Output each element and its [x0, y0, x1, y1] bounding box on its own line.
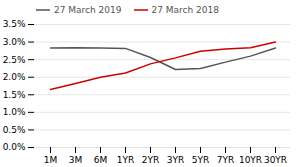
svg-text:7YR: 7YR [217, 155, 234, 165]
svg-text:1M: 1M [44, 155, 58, 165]
svg-text:2.0%: 2.0% [3, 72, 26, 82]
svg-text:0.0%: 0.0% [3, 142, 26, 152]
svg-text:1.0%: 1.0% [3, 107, 26, 117]
svg-text:2.5%: 2.5% [3, 55, 26, 65]
svg-text:30YR: 30YR [264, 155, 287, 165]
html-text:27 March 2018: 27 March 2018 [151, 4, 219, 15]
svg-text:3.5%: 3.5% [3, 19, 26, 29]
svg-text:2YR: 2YR [142, 155, 159, 165]
svg-text:0.5%: 0.5% [3, 125, 26, 135]
svg-text:3YR: 3YR [167, 155, 184, 165]
html-text:27 March 2019: 27 March 2019 [54, 4, 122, 15]
svg-text:5YR: 5YR [192, 155, 209, 165]
svg-text:1YR: 1YR [117, 155, 134, 165]
svg-text:3.0%: 3.0% [3, 37, 26, 47]
svg-text:3M: 3M [69, 155, 83, 165]
svg-text:1.5%: 1.5% [3, 90, 26, 100]
svg-text:10YR: 10YR [239, 155, 262, 165]
svg-text:6M: 6M [94, 155, 108, 165]
